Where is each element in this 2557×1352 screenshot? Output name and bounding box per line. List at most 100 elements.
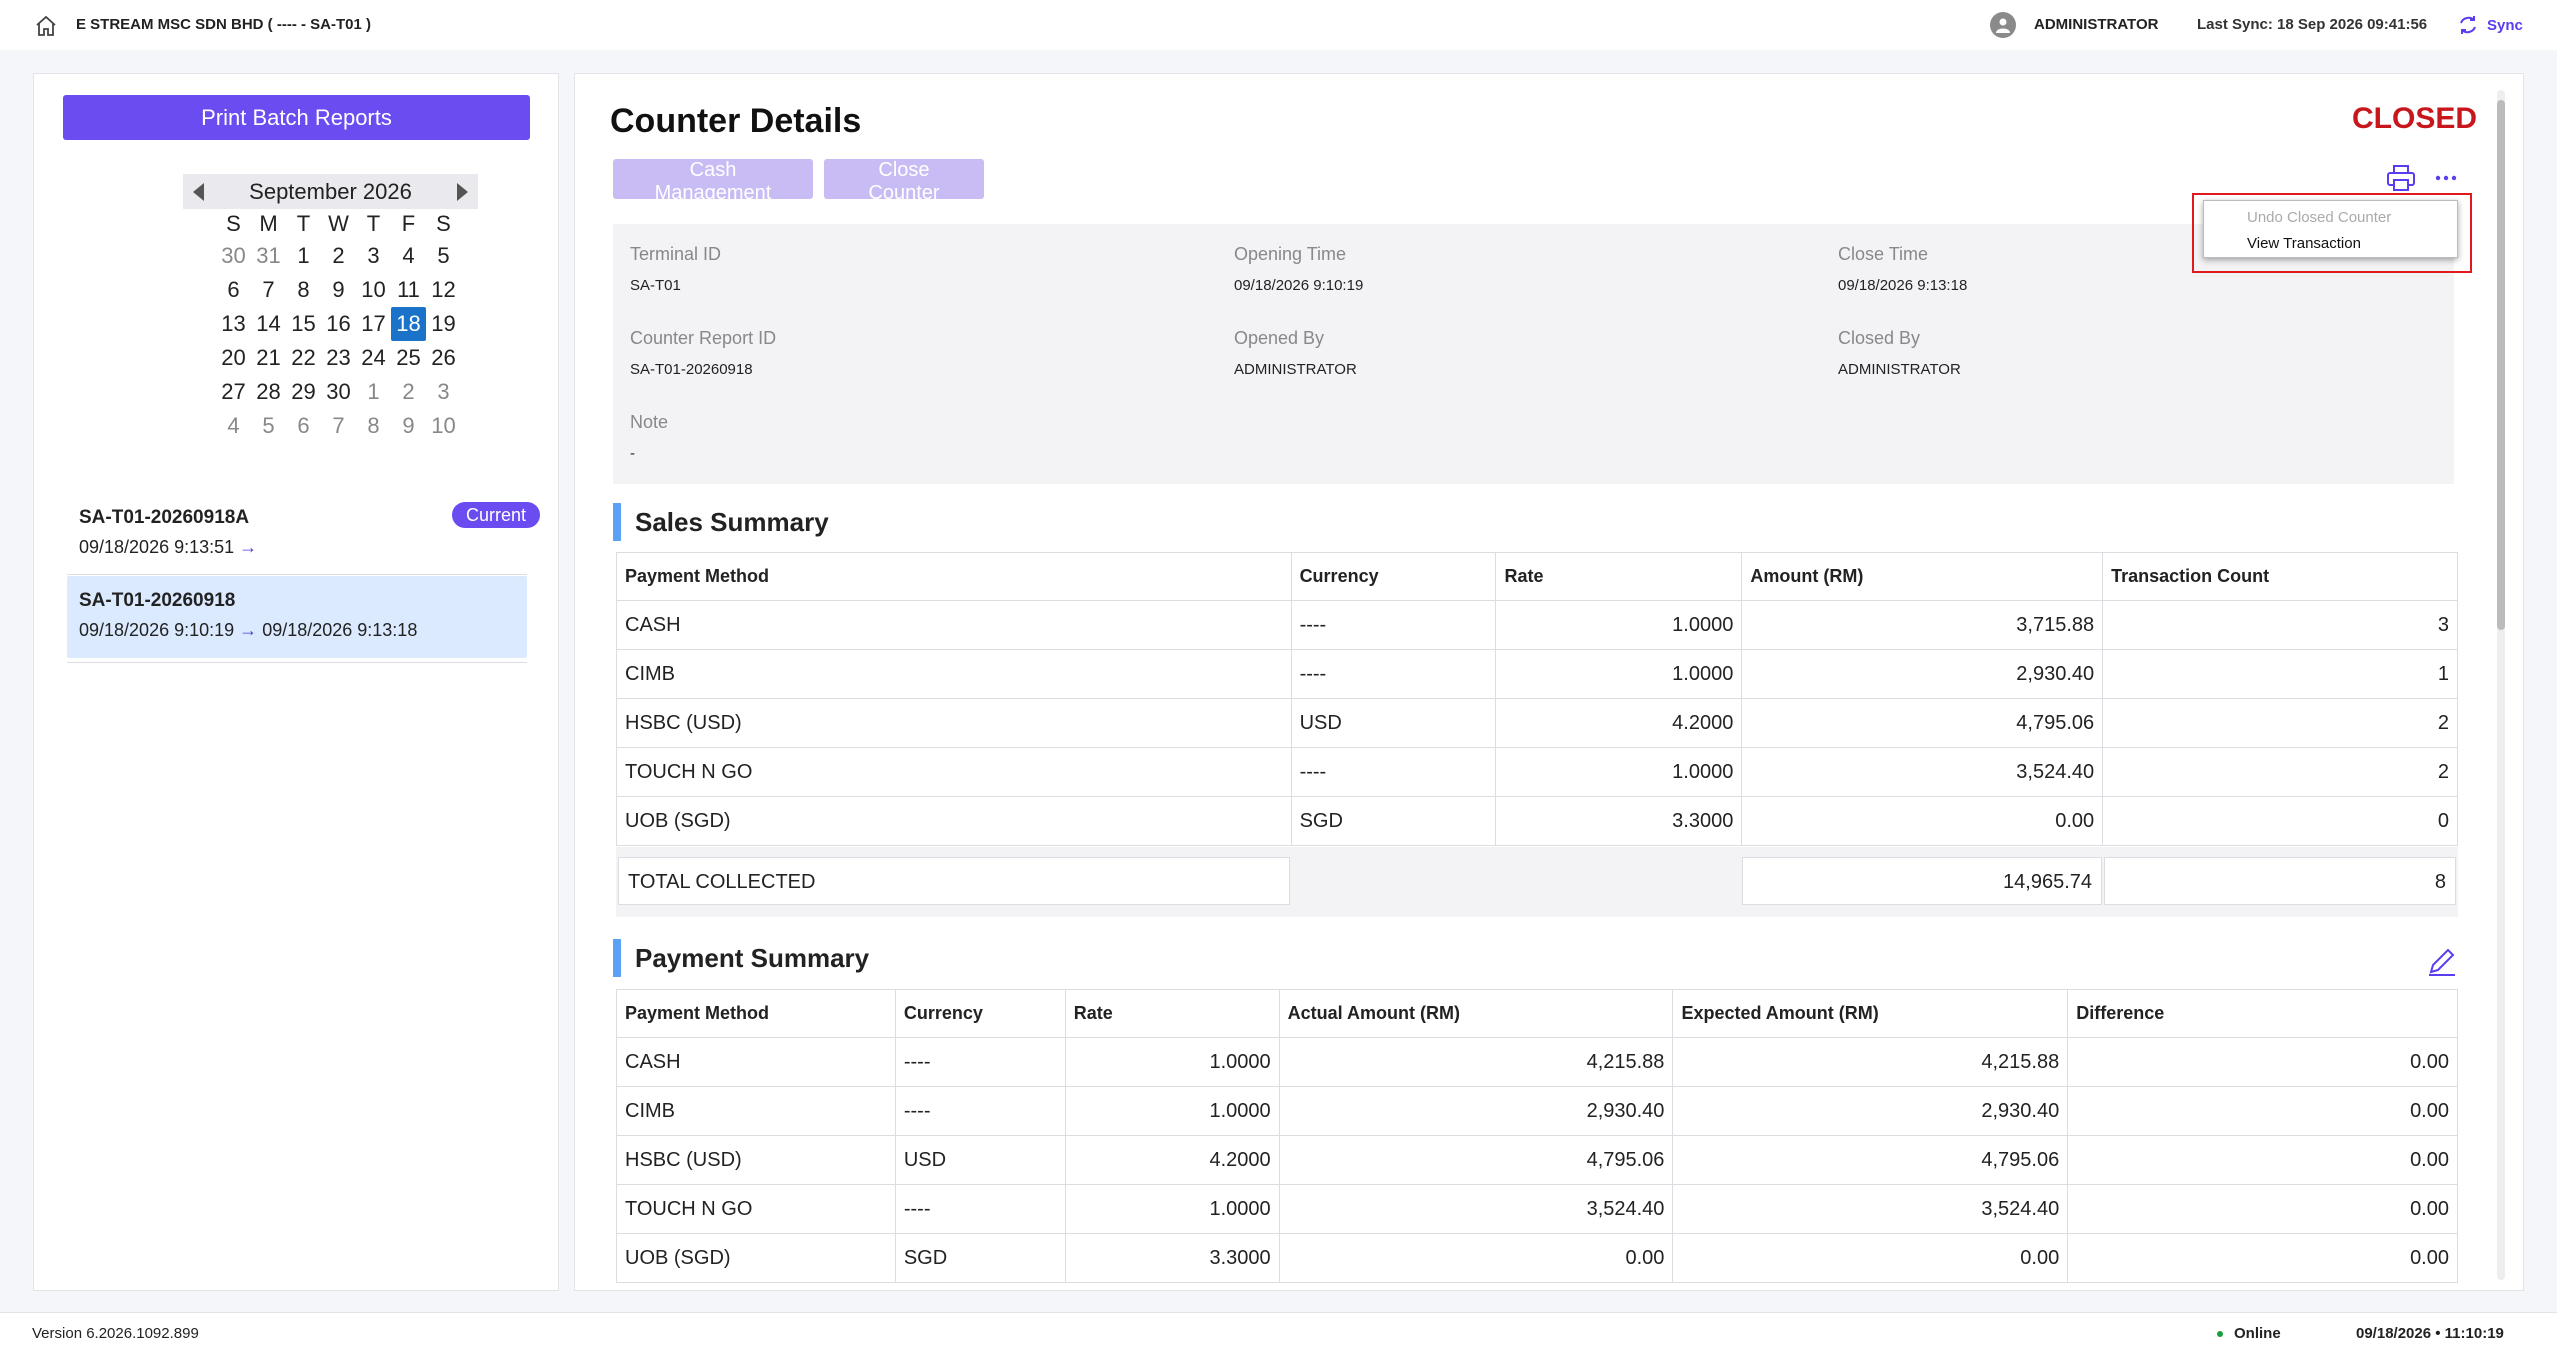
- calendar-day[interactable]: 16: [326, 311, 351, 336]
- calendar-day[interactable]: 23: [326, 345, 351, 370]
- calendar-day[interactable]: 21: [256, 345, 281, 370]
- calendar-day[interactable]: 7: [332, 413, 345, 438]
- column-header: Currency: [1290, 552, 1497, 601]
- print-batch-reports-button[interactable]: Print Batch Reports: [63, 95, 530, 140]
- table-cell: 1.0000: [1064, 1037, 1280, 1087]
- calendar-day[interactable]: 3: [437, 379, 450, 404]
- calendar-day[interactable]: 5: [262, 413, 275, 438]
- calendar-day[interactable]: 8: [297, 277, 310, 302]
- calendar-day[interactable]: 6: [227, 277, 240, 302]
- column-header: Payment Method: [616, 552, 1292, 601]
- calendar-day[interactable]: 29: [291, 379, 316, 404]
- vertical-scrollbar[interactable]: [2497, 90, 2505, 1280]
- table-cell: 4,795.06: [1741, 698, 2104, 748]
- calendar-day[interactable]: 1: [367, 379, 380, 404]
- calendar-day[interactable]: 5: [437, 243, 450, 268]
- highlight-box: [2192, 193, 2472, 273]
- calendar-day[interactable]: 2: [332, 243, 345, 268]
- calendar-day[interactable]: 1: [297, 243, 310, 268]
- calendar-next-icon[interactable]: [457, 183, 468, 201]
- calendar-day[interactable]: 3: [367, 243, 380, 268]
- table-cell: UOB (SGD): [616, 1233, 896, 1283]
- table-row: UOB (SGD) SGD 3.3000 0.00 0: [616, 796, 2458, 846]
- print-icon[interactable]: [2386, 164, 2416, 192]
- calendar-day[interactable]: 4: [227, 413, 240, 438]
- field-value: SA-T01-20260918: [630, 361, 753, 378]
- field-label: Opened By: [1234, 328, 1325, 348]
- calendar-day[interactable]: 14: [256, 311, 281, 336]
- table-cell: 3,524.40: [1278, 1184, 1674, 1234]
- calendar-day[interactable]: 9: [332, 277, 345, 302]
- table-cell: 0.00: [2067, 1233, 2458, 1283]
- table-cell: CASH: [616, 600, 1292, 650]
- calendar-day[interactable]: 20: [221, 345, 246, 370]
- scrollbar-thumb[interactable]: [2497, 100, 2505, 630]
- batch-item-selected[interactable]: SA-T01-20260918 09/18/2026 9:10:19 → 09/…: [67, 576, 527, 658]
- closed-by-field: Closed By ADMINISTRATOR: [1838, 328, 1961, 378]
- calendar-day[interactable]: 11: [397, 277, 420, 302]
- calendar-day[interactable]: 18: [391, 307, 426, 341]
- calendar-day[interactable]: 10: [431, 413, 456, 438]
- field-label: Closed By: [1838, 328, 1921, 348]
- cash-management-button[interactable]: Cash Management: [613, 159, 813, 204]
- calendar-day[interactable]: 25: [396, 345, 421, 370]
- field-value: ADMINISTRATOR: [1838, 361, 1961, 378]
- edit-icon[interactable]: [2425, 944, 2459, 978]
- page-title: Counter Details: [610, 102, 862, 140]
- calendar-day[interactable]: 2: [402, 379, 415, 404]
- menu-item-undo-closed-counter[interactable]: Undo Closed Counter: [2247, 209, 2392, 226]
- table-cell: 4,215.88: [1672, 1037, 2069, 1087]
- status-badge: CLOSED: [2352, 102, 2478, 135]
- calendar-day[interactable]: 28: [256, 379, 281, 404]
- calendar-day[interactable]: 19: [431, 311, 456, 336]
- note-field: Note -: [630, 412, 668, 462]
- column-header: Transaction Count: [2102, 552, 2458, 601]
- calendar-day[interactable]: 22: [291, 345, 316, 370]
- calendar-day[interactable]: 24: [361, 345, 386, 370]
- column-header: Actual Amount (RM): [1278, 989, 1674, 1038]
- table-cell: CASH: [616, 1037, 896, 1087]
- calendar-day[interactable]: 17: [361, 311, 386, 336]
- calendar-day[interactable]: 8: [367, 413, 380, 438]
- sync-button[interactable]: Sync: [2457, 12, 2523, 38]
- calendar-day[interactable]: 30: [221, 243, 246, 268]
- table-cell: 0.00: [1672, 1233, 2069, 1283]
- calendar-day[interactable]: 7: [262, 277, 275, 302]
- close-counter-button[interactable]: Close Counter: [824, 159, 984, 204]
- column-header: Rate: [1495, 552, 1743, 601]
- calendar-day[interactable]: 9: [402, 413, 415, 438]
- calendar-day[interactable]: 31: [256, 243, 281, 268]
- more-options-icon[interactable]: [2432, 167, 2460, 189]
- calendar-day[interactable]: 12: [431, 277, 456, 302]
- company-name: E STREAM MSC SDN BHD ( ---- - SA-T01 ): [76, 16, 371, 33]
- calendar-prev-icon[interactable]: [193, 183, 204, 201]
- batch-item[interactable]: SA-T01-20260918A Current 09/18/2026 9:13…: [67, 492, 541, 572]
- table-cell: 4.2000: [1064, 1135, 1280, 1185]
- calendar-day[interactable]: 30: [326, 379, 351, 404]
- total-count: 8: [2104, 857, 2456, 905]
- footer-datetime: 09/18/2026 • 11:10:19: [2356, 1325, 2504, 1342]
- table-cell: ----: [1290, 747, 1497, 797]
- table-cell: 1.0000: [1495, 600, 1743, 650]
- total-collected-row: TOTAL COLLECTED 14,965.74 8: [616, 847, 2458, 917]
- calendar-day[interactable]: 6: [297, 413, 310, 438]
- calendar-day[interactable]: 4: [402, 243, 415, 268]
- calendar-month-label: September 2026: [249, 178, 412, 204]
- calendar-day[interactable]: 15: [291, 311, 316, 336]
- field-label: Note: [630, 412, 669, 432]
- table-cell: 1: [2102, 649, 2458, 699]
- table-cell: SGD: [894, 1233, 1066, 1283]
- calendar-day[interactable]: 10: [361, 277, 386, 302]
- home-icon[interactable]: [34, 15, 58, 37]
- table-row: TOUCH N GO ---- 1.0000 3,524.40 3,524.40 0.00: [616, 1184, 2458, 1234]
- column-header: Expected Amount (RM): [1672, 989, 2069, 1038]
- opening-time-field: Opening Time 09/18/2026 9:10:19: [1234, 244, 1363, 294]
- calendar-day[interactable]: 27: [221, 379, 246, 404]
- calendar-day[interactable]: 26: [431, 345, 456, 370]
- calendar-weekday: S: [436, 211, 451, 236]
- sales-summary-table: Payment Method Currency Rate Amount (RM) Tra…: [616, 552, 2458, 846]
- batch-start-time: 09/18/2026 9:10:19: [79, 620, 235, 640]
- calendar-day[interactable]: 13: [221, 311, 246, 336]
- menu-item-view-transaction[interactable]: View Transaction: [2247, 235, 2361, 252]
- section-accent-bar: [613, 939, 621, 977]
